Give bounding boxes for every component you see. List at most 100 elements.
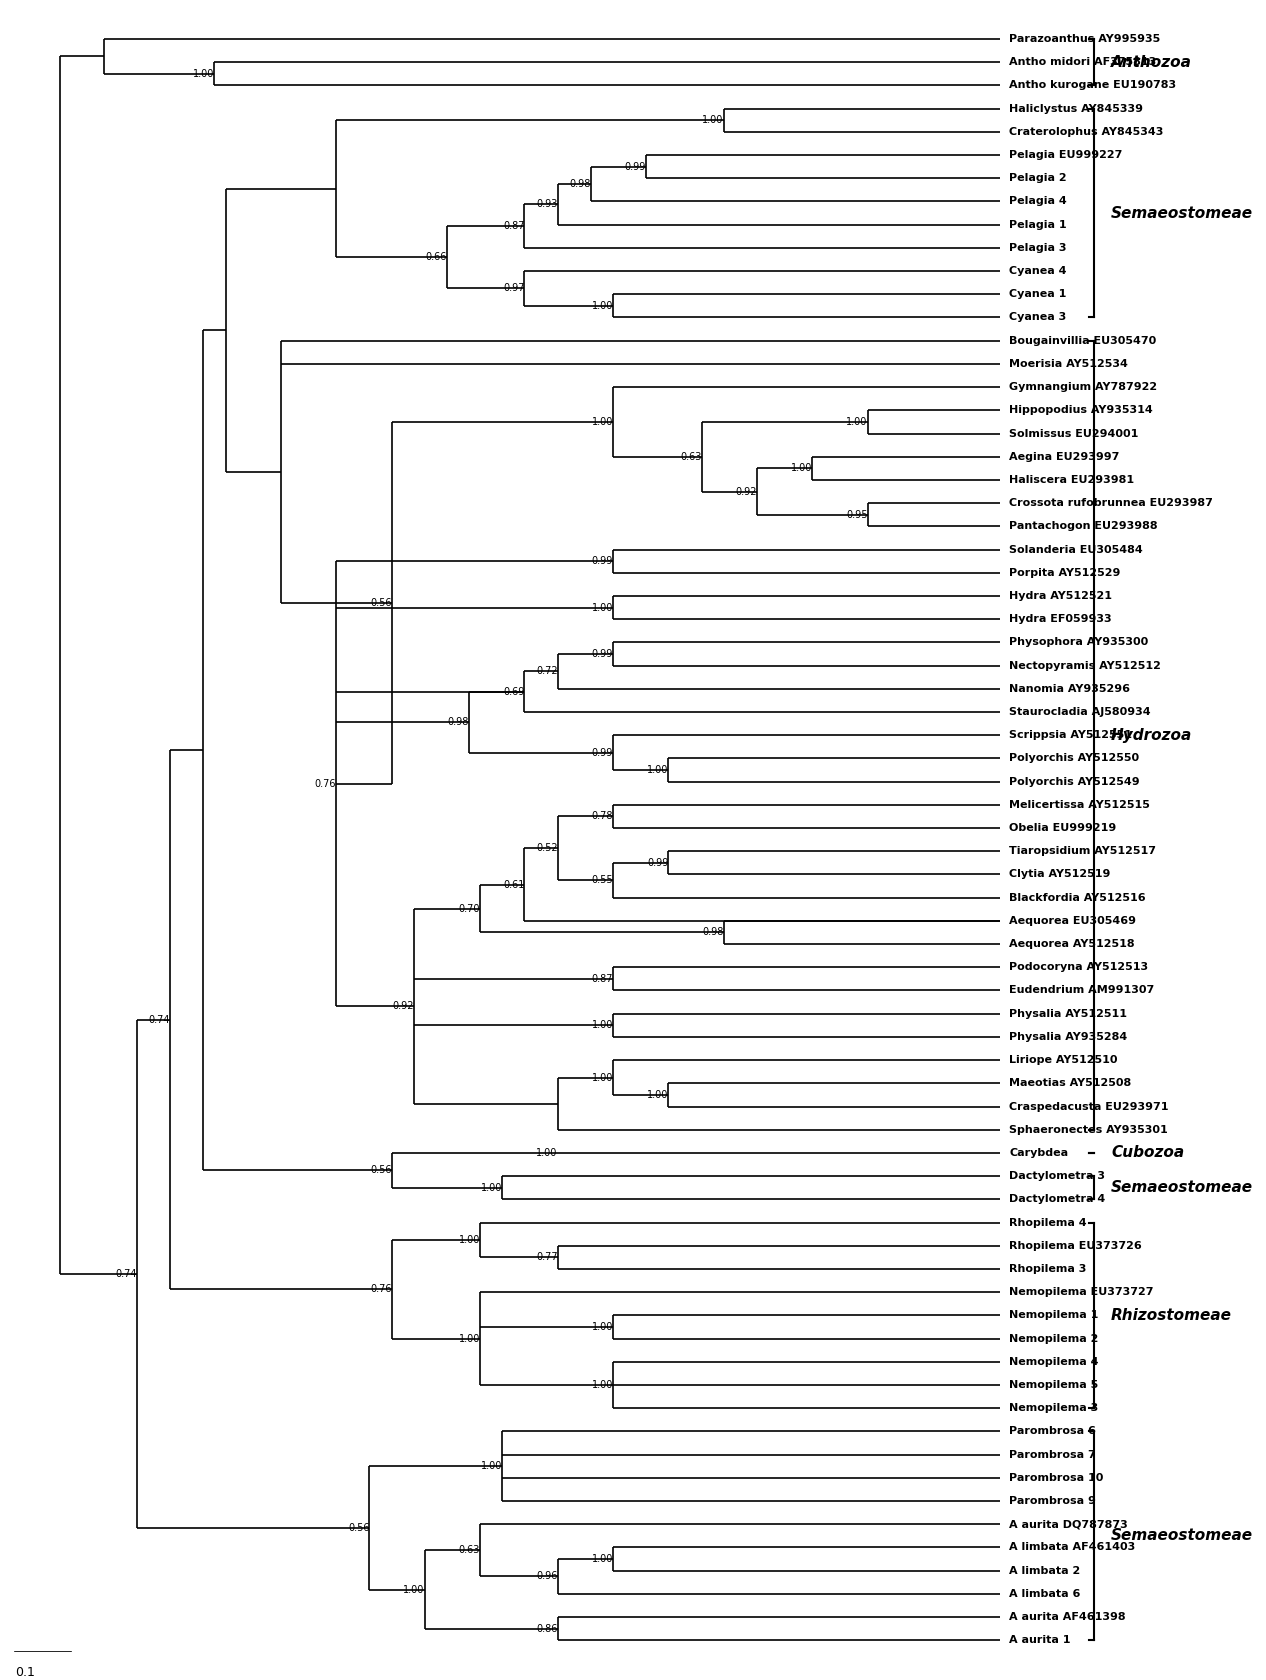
Text: 0.98: 0.98 [570,180,591,190]
Text: 0.63: 0.63 [680,452,701,462]
Text: 0.99: 0.99 [591,556,613,566]
Text: Semaeostomeae: Semaeostomeae [1112,205,1253,220]
Text: Pelagia 1: Pelagia 1 [1009,220,1067,230]
Text: Pelagia 3: Pelagia 3 [1009,244,1067,254]
Text: 1.00: 1.00 [591,1554,613,1564]
Text: Liriope AY512510: Liriope AY512510 [1009,1055,1118,1065]
Text: Physophora AY935300: Physophora AY935300 [1009,637,1148,647]
Text: Hydrozoa: Hydrozoa [1112,727,1193,743]
Text: Nanomia AY935296: Nanomia AY935296 [1009,684,1131,694]
Text: A aurita DQ787873: A aurita DQ787873 [1009,1519,1128,1529]
Text: Semaeostomeae: Semaeostomeae [1112,1529,1253,1544]
Text: Cubozoa: Cubozoa [1112,1146,1184,1161]
Text: Parazoanthus AY995935: Parazoanthus AY995935 [1009,34,1161,44]
Text: Pelagia EU999227: Pelagia EU999227 [1009,150,1123,160]
Text: 0.98: 0.98 [703,927,724,937]
Text: 0.76: 0.76 [370,1284,391,1294]
Text: Pantachogon EU293988: Pantachogon EU293988 [1009,521,1158,531]
Text: Cyanea 1: Cyanea 1 [1009,289,1067,299]
Text: 1.00: 1.00 [458,1334,480,1344]
Text: Sphaeronectes AY935301: Sphaeronectes AY935301 [1009,1124,1169,1134]
Text: Haliscera EU293981: Haliscera EU293981 [1009,475,1134,486]
Text: Anthozoa: Anthozoa [1112,55,1193,69]
Text: 0.95: 0.95 [846,509,867,519]
Text: Solanderia EU305484: Solanderia EU305484 [1009,544,1143,554]
Text: Aequorea EU305469: Aequorea EU305469 [1009,916,1137,926]
Text: Aegina EU293997: Aegina EU293997 [1009,452,1119,462]
Text: 1.00: 1.00 [481,1462,503,1472]
Text: Parombrosa 7: Parombrosa 7 [1009,1450,1096,1460]
Text: 0.72: 0.72 [536,667,557,677]
Text: Nemopilema 1: Nemopilema 1 [1009,1310,1099,1320]
Text: Nemopilema EU373727: Nemopilema EU373727 [1009,1287,1153,1297]
Text: Polyorchis AY512549: Polyorchis AY512549 [1009,776,1139,786]
Text: A limbata 2: A limbata 2 [1009,1566,1080,1576]
Text: Gymnangium AY787922: Gymnangium AY787922 [1009,381,1157,391]
Text: 0.56: 0.56 [348,1522,370,1532]
Text: Cyanea 3: Cyanea 3 [1009,312,1066,323]
Text: 0.69: 0.69 [503,687,524,697]
Text: Rhopilema 3: Rhopilema 3 [1009,1263,1086,1273]
Text: 0.56: 0.56 [370,598,391,608]
Text: 1.00: 1.00 [591,1072,613,1082]
Text: Nemopilema 5: Nemopilema 5 [1009,1379,1099,1389]
Text: 0.66: 0.66 [425,252,447,262]
Text: 1.00: 1.00 [591,603,613,613]
Text: Nemopilema 3: Nemopilema 3 [1009,1403,1099,1413]
Text: Hydra AY512521: Hydra AY512521 [1009,591,1113,601]
Text: Carybdea: Carybdea [1009,1147,1069,1158]
Text: Tiaropsidium AY512517: Tiaropsidium AY512517 [1009,847,1156,857]
Text: Porpita AY512529: Porpita AY512529 [1009,568,1120,578]
Text: 0.93: 0.93 [537,200,557,210]
Text: 0.63: 0.63 [458,1546,480,1556]
Text: 1.00: 1.00 [647,764,668,774]
Text: Nemopilema 4: Nemopilema 4 [1009,1357,1099,1368]
Text: 1.00: 1.00 [591,417,613,427]
Text: Solmissus EU294001: Solmissus EU294001 [1009,428,1138,438]
Text: 0.78: 0.78 [591,811,613,822]
Text: Blackfordia AY512516: Blackfordia AY512516 [1009,892,1146,902]
Text: 1.00: 1.00 [194,69,214,79]
Text: 1.00: 1.00 [591,301,613,311]
Text: 0.99: 0.99 [625,161,646,171]
Text: 1.00: 1.00 [481,1183,503,1193]
Text: Crossota rufobrunnea EU293987: Crossota rufobrunnea EU293987 [1009,499,1213,507]
Text: 0.99: 0.99 [591,648,613,659]
Text: 0.92: 0.92 [736,487,757,497]
Text: Cyanea 4: Cyanea 4 [1009,265,1067,276]
Text: A limbata 6: A limbata 6 [1009,1589,1081,1599]
Text: 1.00: 1.00 [647,1090,668,1100]
Text: 1.00: 1.00 [591,1020,613,1030]
Text: Nemopilema 2: Nemopilema 2 [1009,1334,1099,1344]
Text: 0.98: 0.98 [448,717,470,727]
Text: 1.00: 1.00 [703,116,724,126]
Text: Physalia AY512511: Physalia AY512511 [1009,1008,1127,1018]
Text: 0.70: 0.70 [458,904,480,914]
Text: Staurocladia AJ580934: Staurocladia AJ580934 [1009,707,1151,717]
Text: 0.92: 0.92 [392,1001,414,1011]
Text: Scrippsia AY512551: Scrippsia AY512551 [1009,731,1132,741]
Text: 0.76: 0.76 [315,778,337,788]
Text: 0.74: 0.74 [115,1268,137,1278]
Text: Hydra EF059933: Hydra EF059933 [1009,615,1112,625]
Text: 0.96: 0.96 [537,1571,557,1581]
Text: Polyorchis AY512550: Polyorchis AY512550 [1009,753,1139,763]
Text: Craterolophus AY845343: Craterolophus AY845343 [1009,126,1163,136]
Text: Rhopilema EU373726: Rhopilema EU373726 [1009,1242,1142,1252]
Text: Parombrosa 6: Parombrosa 6 [1009,1426,1096,1436]
Text: 0.99: 0.99 [647,858,668,869]
Text: 0.61: 0.61 [503,880,524,890]
Text: 1.00: 1.00 [846,417,867,427]
Text: Nectopyramis AY512512: Nectopyramis AY512512 [1009,660,1161,670]
Text: Clytia AY512519: Clytia AY512519 [1009,870,1110,879]
Text: 0.52: 0.52 [536,843,557,853]
Text: Aequorea AY512518: Aequorea AY512518 [1009,939,1134,949]
Text: Antho midori AF375813: Antho midori AF375813 [1009,57,1157,67]
Text: A limbata AF461403: A limbata AF461403 [1009,1542,1136,1552]
Text: Maeotias AY512508: Maeotias AY512508 [1009,1079,1132,1089]
Text: A aurita 1: A aurita 1 [1009,1635,1071,1645]
Text: 1.00: 1.00 [404,1584,425,1594]
Text: Parombrosa 9: Parombrosa 9 [1009,1497,1096,1505]
Text: A aurita AF461398: A aurita AF461398 [1009,1613,1125,1623]
Text: Haliclystus AY845339: Haliclystus AY845339 [1009,104,1143,114]
